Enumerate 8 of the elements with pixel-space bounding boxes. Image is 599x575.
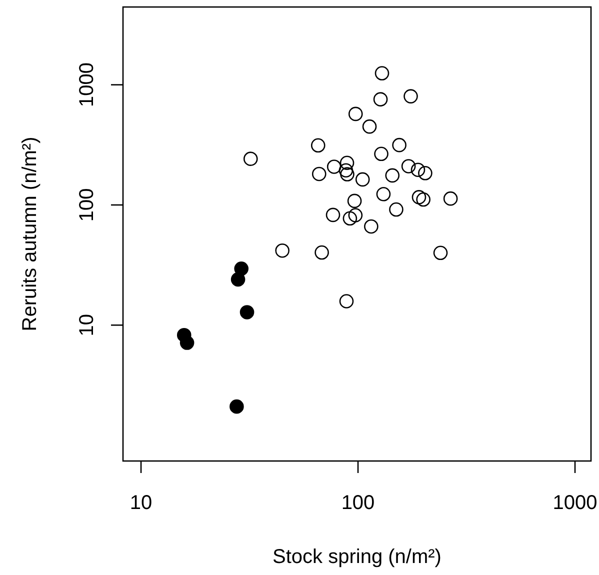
x-axis-title: Stock spring (n/m²) [272, 546, 442, 568]
y-tick-label: 10 [76, 314, 98, 336]
y-axis-title: Reruits autumn (n/m²) [19, 136, 41, 332]
x-tick-label: 10 [130, 492, 152, 514]
y-tick-label: 1000 [76, 62, 98, 108]
x-tick-label: 100 [341, 492, 375, 514]
x-tick-label: 1000 [552, 492, 598, 514]
y-tick-label: 100 [76, 188, 98, 222]
